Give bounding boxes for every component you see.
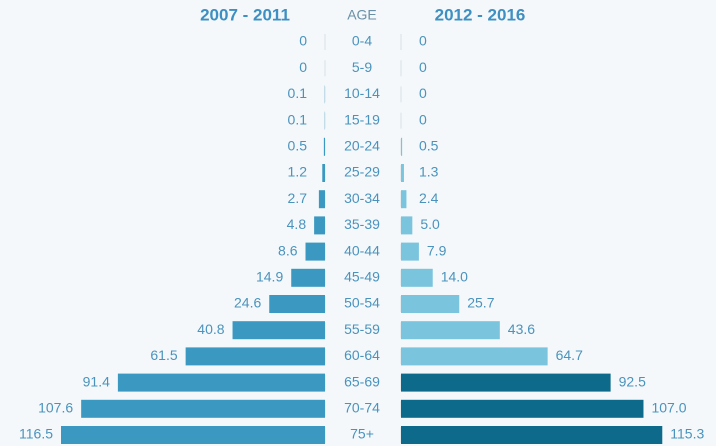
- bar: [401, 190, 407, 209]
- bar: [401, 268, 433, 287]
- bar: [401, 242, 419, 261]
- bar: [117, 373, 325, 392]
- value-label: 1.2: [288, 164, 308, 180]
- age-label: 20-24: [344, 138, 380, 154]
- bar: [322, 164, 325, 182]
- value-label: 0: [419, 85, 427, 101]
- value-label: 0: [299, 59, 307, 75]
- value-label: 64.7: [556, 347, 583, 363]
- value-label: 40.8: [197, 321, 224, 337]
- age-label: 0-4: [352, 33, 372, 49]
- value-label: 107.0: [651, 400, 686, 416]
- bar: [185, 347, 325, 366]
- bar: [401, 321, 500, 340]
- age-label: 40-44: [344, 242, 380, 258]
- age-label: 65-69: [344, 373, 380, 389]
- value-label: 91.4: [83, 373, 110, 389]
- value-label: 0.5: [419, 138, 439, 154]
- bar: [318, 190, 325, 209]
- value-label: 5.0: [420, 216, 440, 232]
- value-label: 1.3: [419, 164, 439, 180]
- value-label: 0: [299, 33, 307, 49]
- value-label: 14.0: [441, 269, 468, 285]
- value-label: 7.9: [427, 242, 447, 258]
- bar: [401, 399, 644, 418]
- bar: [232, 321, 325, 340]
- value-label: 25.7: [467, 295, 494, 311]
- bar: [401, 137, 403, 156]
- value-label: 92.5: [619, 373, 646, 389]
- value-label: 115.3: [670, 426, 704, 442]
- bar: [269, 295, 325, 313]
- value-label: 2.4: [419, 190, 439, 206]
- value-label: 24.6: [234, 295, 261, 311]
- value-label: 0: [419, 111, 427, 127]
- bar: [401, 347, 548, 366]
- value-label: 2.7: [288, 190, 308, 206]
- value-label: 0.5: [288, 138, 308, 154]
- value-label: 0: [419, 59, 427, 75]
- value-label: 61.5: [150, 347, 177, 363]
- age-label: 15-19: [344, 111, 380, 127]
- bar: [323, 137, 325, 156]
- category-axis-title: AGE: [347, 7, 377, 23]
- bar: [401, 426, 663, 444]
- bar: [61, 426, 325, 444]
- bar: [401, 373, 611, 392]
- value-label: 116.5: [19, 426, 53, 442]
- bar: [291, 268, 325, 287]
- bar: [305, 242, 325, 261]
- value-label: 8.6: [278, 242, 298, 258]
- bar: [401, 164, 404, 182]
- value-label: 0: [419, 33, 427, 49]
- age-label: 70-74: [344, 400, 380, 416]
- value-label: 0.1: [288, 111, 308, 127]
- age-label: 55-59: [344, 321, 380, 337]
- bar: [81, 399, 325, 418]
- right-series-title: 2012 - 2016: [435, 5, 526, 24]
- value-label: 107.6: [38, 400, 73, 416]
- age-label: 25-29: [344, 164, 380, 180]
- value-label: 43.6: [508, 321, 535, 337]
- age-label: 30-34: [344, 190, 380, 206]
- age-label: 45-49: [344, 269, 380, 285]
- age-label: 60-64: [344, 347, 380, 363]
- age-label: 10-14: [344, 85, 380, 101]
- left-series-title: 2007 - 2011: [200, 5, 290, 24]
- age-label: 5-9: [352, 59, 372, 75]
- value-label: 14.9: [256, 269, 283, 285]
- age-label: 50-54: [344, 295, 380, 311]
- bar: [401, 216, 413, 235]
- bar: [401, 295, 460, 313]
- age-label: 35-39: [344, 216, 380, 232]
- age-label: 75+: [350, 426, 374, 442]
- value-label: 4.8: [287, 216, 307, 232]
- bar: [314, 216, 325, 235]
- value-label: 0.1: [288, 85, 308, 101]
